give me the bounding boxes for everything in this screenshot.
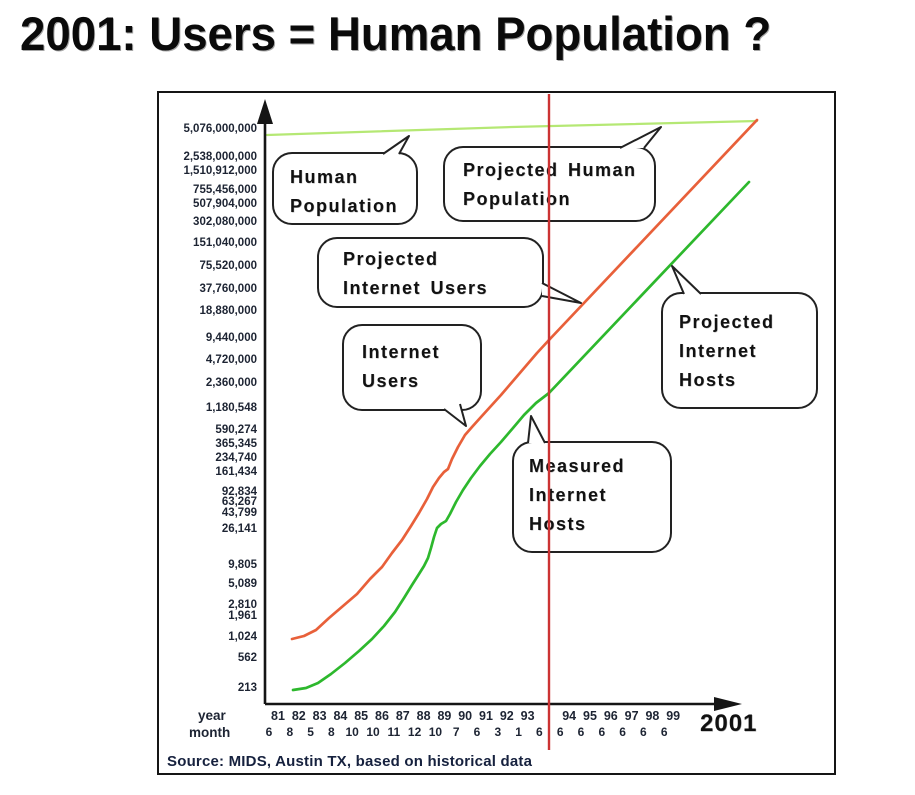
y-tick-label: 5,089: [228, 578, 257, 590]
y-tick-label: 2,360,000: [205, 377, 257, 389]
x-tick-year: 82: [291, 709, 306, 723]
x-tick-year: 95: [583, 709, 597, 723]
callout-internet-users: Internet Users: [342, 324, 482, 411]
y-tick-label: 75,520,000: [199, 260, 257, 272]
x-tick-year: 96: [603, 709, 618, 723]
y-tick-label: 562: [237, 652, 257, 664]
x-tick-year: 98: [645, 709, 660, 723]
y-tick-label: 2,810: [228, 599, 257, 611]
x-tick-year: 99: [666, 709, 681, 723]
x-tick-month: 6: [660, 725, 668, 739]
source-attribution: Source: MIDS, Austin TX, based on histor…: [167, 753, 533, 770]
y-tick-label: 2,538,000,000: [183, 151, 257, 163]
x-tick-year: 85: [354, 709, 369, 723]
y-tick-label: 63,267: [221, 496, 257, 508]
y-tick-label: 18,880,000: [199, 305, 257, 317]
x-tick-year: 89: [437, 709, 452, 723]
x-axis-end-year-label: 2001: [700, 710, 758, 737]
y-tick-label: 1,961: [228, 610, 257, 622]
x-tick-month: 6: [536, 725, 543, 739]
y-tick-label: 507,904,000: [193, 198, 257, 210]
x-tick-month: 10: [366, 725, 380, 739]
y-tick-label: 151,040,000: [193, 237, 257, 249]
x-tick-year: 93: [520, 709, 535, 723]
y-tick-label: 9,440,000: [205, 332, 257, 344]
y-tick-label: 5,076,000,000: [183, 123, 257, 135]
x-tick-month: 10: [345, 725, 359, 739]
y-tick-label: 92,834: [221, 486, 257, 498]
x-tick-month: 7: [452, 725, 460, 739]
y-tick-label: 1,180,548: [205, 402, 257, 414]
y-tick-label: 302,080,000: [193, 216, 257, 228]
y-tick-label: 1,510,912,000: [183, 165, 257, 177]
x-tick-month: 6: [577, 725, 585, 739]
callout-projected-internet-users: Projected Internet Users: [317, 237, 544, 308]
x-tick-month: 6: [598, 725, 606, 739]
y-tick-label: 1,024: [228, 631, 257, 643]
x-tick-year: 94: [562, 709, 577, 723]
x-tick-month: 6: [556, 725, 564, 739]
y-tick-label: 26,141: [221, 523, 257, 535]
x-tick-month: 8: [328, 725, 335, 739]
x-tick-year: 97: [624, 709, 639, 723]
x-tick-month: 8: [286, 725, 294, 739]
x-tick-month: 5: [307, 725, 314, 739]
x-tick-year: 92: [499, 709, 514, 723]
x-tick-month: 6: [265, 725, 273, 739]
x-tick-year: 86: [375, 709, 389, 723]
y-tick-label: 234,740: [215, 452, 257, 464]
x-tick-month: 3: [494, 725, 502, 739]
y-tick-label: 43,799: [221, 507, 257, 519]
y-tick-label: 37,760,000: [199, 283, 257, 295]
x-tick-year: 87: [395, 709, 410, 723]
callout-projected-internet-hosts: Projected Internet Hosts: [661, 292, 818, 409]
x-tick-month: 6: [473, 725, 481, 739]
x-tick-month: 10: [428, 725, 443, 739]
x-tick-year: 88: [416, 709, 431, 723]
callout-measured-internet-hosts: Measured Internet Hosts: [512, 441, 672, 553]
y-tick-label: 755,456,000: [193, 184, 257, 196]
x-tick-month: 1: [515, 725, 522, 739]
x-tick-month: 6: [640, 725, 647, 739]
x-tick-month: 12: [407, 725, 422, 739]
y-tick-label: 4,720,000: [205, 354, 257, 366]
year-row-label: year: [198, 708, 226, 723]
callout-human-population: Human Population: [272, 152, 418, 225]
x-tick-year: 81: [271, 709, 285, 723]
y-tick-label: 590,274: [215, 424, 257, 436]
callout-projected-human-population: Projected Human Population: [443, 146, 656, 222]
y-tick-label: 213: [237, 682, 257, 694]
slide-title: 2001: Users = Human Population ?: [20, 7, 772, 60]
x-tick-year: 91: [479, 709, 493, 723]
y-tick-label: 9,805: [228, 559, 257, 571]
month-row-label: month: [189, 725, 231, 740]
x-tick-year: 84: [333, 709, 348, 723]
x-tick-year: 90: [458, 709, 473, 723]
x-tick-month: 6: [619, 725, 626, 739]
y-tick-label: 365,345: [215, 438, 257, 450]
y-tick-label: 161,434: [215, 466, 257, 478]
x-tick-year: 83: [312, 709, 327, 723]
x-tick-month: 11: [387, 725, 401, 739]
